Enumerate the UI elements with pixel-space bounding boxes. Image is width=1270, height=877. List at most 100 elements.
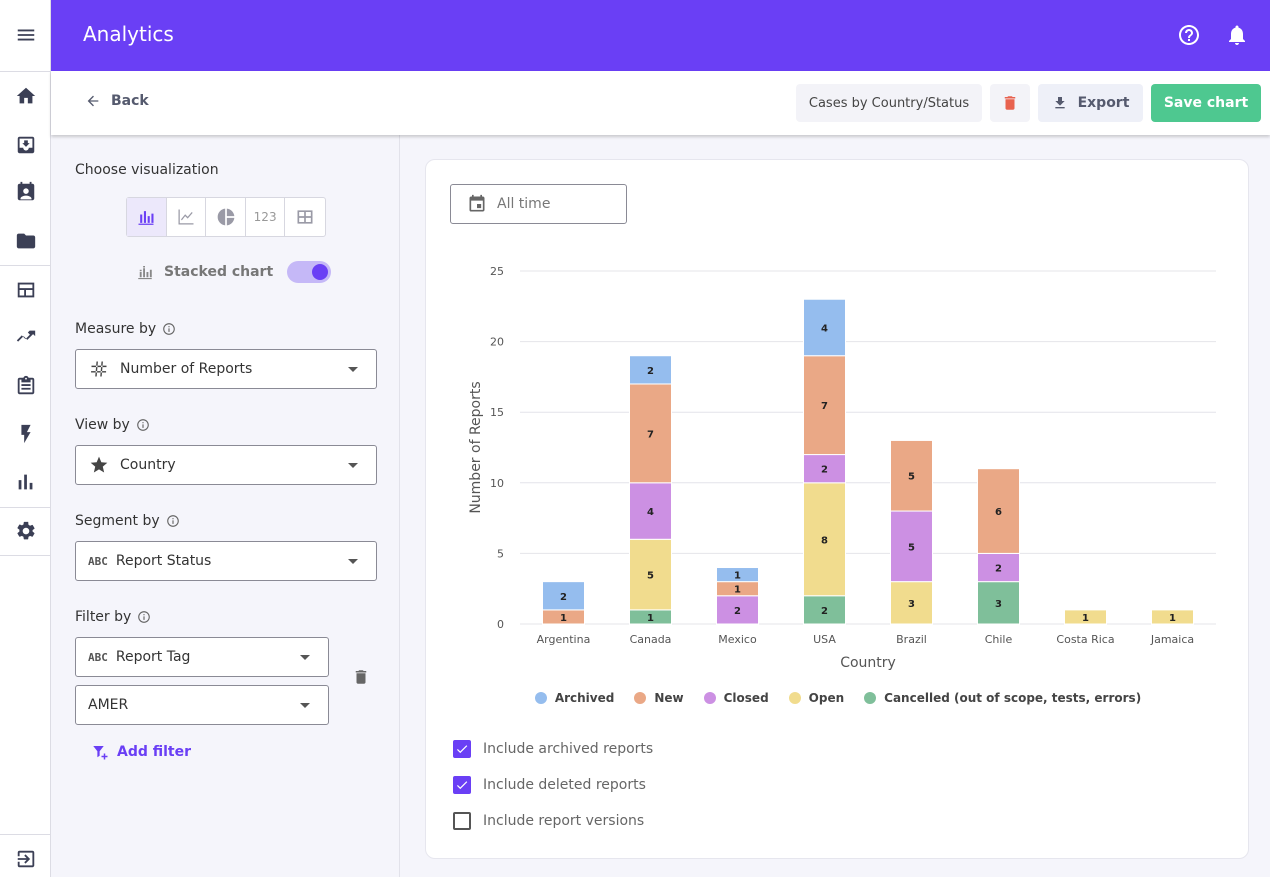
workflow-icon[interactable] — [0, 314, 51, 362]
hash-icon — [88, 358, 110, 380]
viz-table-button[interactable] — [285, 198, 325, 236]
caret-down-icon — [348, 367, 358, 372]
data-label: 6 — [995, 507, 1002, 518]
segment-by-text: Segment by — [75, 513, 160, 529]
viz-bar-button[interactable] — [127, 198, 167, 236]
data-label: 1 — [647, 613, 654, 624]
visualization-picker: 123 — [126, 197, 326, 237]
inbox-icon[interactable] — [0, 121, 51, 169]
stacked-chart-toggle[interactable] — [287, 261, 332, 283]
dashboard-icon[interactable] — [0, 266, 51, 314]
legend-item[interactable]: New — [634, 691, 684, 705]
data-label: 2 — [995, 564, 1002, 575]
back-button[interactable]: Back — [85, 93, 149, 109]
date-range-button[interactable]: All time — [450, 184, 627, 224]
add-filter-button[interactable]: Add filter — [91, 743, 191, 761]
legend-swatch — [534, 692, 547, 704]
bar-segment — [629, 383, 672, 484]
abc-icon: ABC — [88, 650, 108, 664]
export-label: Export — [1077, 95, 1130, 111]
include-versions-checkbox-row[interactable]: Include report versions — [453, 812, 644, 830]
data-label: 2 — [560, 592, 567, 603]
bar-segment — [803, 595, 846, 625]
bar-segment — [890, 510, 933, 583]
bar-segment — [629, 355, 672, 385]
legend-item[interactable]: Closed — [703, 691, 769, 705]
data-label: 2 — [734, 606, 741, 617]
include-versions-checkbox[interactable] — [453, 812, 471, 830]
data-label: 1 — [560, 613, 567, 624]
rail-divider — [0, 265, 51, 266]
y-tick-label: 0 — [497, 618, 504, 631]
delete-chart-button[interactable] — [990, 84, 1030, 122]
chart-name-field[interactable]: Cases by Country/Status — [796, 84, 982, 122]
legend-item[interactable]: Open — [788, 691, 844, 705]
remove-filter-button[interactable] — [351, 666, 371, 688]
save-chart-button[interactable]: Save chart — [1151, 84, 1261, 122]
x-tick-label: Canada — [630, 633, 672, 646]
filter-value-select[interactable]: AMER — [75, 685, 329, 725]
chart-legend: Archived New Closed Open Cancelled (out of s… — [426, 691, 1250, 705]
home-icon[interactable] — [0, 72, 51, 120]
legend-item[interactable]: Cancelled (out of scope, tests, errors) — [864, 691, 1141, 705]
bar-segment — [890, 581, 933, 625]
measure-by-select[interactable]: Number of Reports — [75, 349, 377, 389]
viz-line-button[interactable] — [167, 198, 207, 236]
segment-by-select[interactable]: ABC Report Status — [75, 541, 377, 581]
table-icon — [297, 210, 313, 224]
data-label: 5 — [647, 571, 654, 582]
info-icon[interactable] — [162, 322, 176, 336]
include-deleted-checkbox-row[interactable]: Include deleted reports — [453, 776, 646, 794]
filter-add-icon — [93, 746, 108, 760]
x-tick-label: Argentina — [537, 633, 591, 646]
clipboard-icon[interactable] — [0, 362, 51, 410]
x-tick-label: USA — [813, 633, 836, 646]
flash-icon[interactable] — [0, 410, 51, 458]
app-title: Analytics — [83, 22, 174, 46]
info-icon[interactable] — [166, 514, 180, 528]
bar-segment — [542, 581, 585, 611]
legend-swatch — [864, 692, 877, 704]
download-icon — [1054, 97, 1065, 109]
filter-field-select[interactable]: ABC Report Tag — [75, 637, 329, 677]
include-archived-checkbox-row[interactable]: Include archived reports — [453, 740, 653, 758]
stacked-bars-icon — [138, 266, 152, 280]
gear-icon[interactable] — [0, 507, 51, 555]
include-deleted-checkbox[interactable] — [453, 776, 471, 794]
legend-label: Closed — [723, 691, 769, 705]
x-tick-label: Brazil — [896, 633, 927, 646]
rail-divider — [0, 71, 51, 72]
data-label: 1 — [734, 571, 741, 582]
include-archived-checkbox[interactable] — [453, 740, 471, 758]
measure-by-text: Measure by — [75, 321, 157, 337]
data-label: 7 — [821, 401, 828, 412]
calendar-icon — [469, 194, 485, 212]
data-label: 4 — [821, 323, 828, 334]
data-label: 4 — [647, 507, 654, 518]
caret-down-icon — [300, 655, 310, 660]
view-by-select[interactable]: Country — [75, 445, 377, 485]
bar-segment — [803, 454, 846, 484]
folder-icon[interactable] — [0, 217, 51, 265]
bar-segment — [716, 567, 759, 583]
info-icon[interactable] — [137, 610, 151, 624]
filter-field-value: Report Tag — [115, 649, 191, 665]
segment-by-value: Report Status — [115, 553, 212, 569]
info-icon[interactable] — [136, 418, 150, 432]
stacked-bar-chart: 051015202512Argentina15472Canada211Mexic… — [468, 265, 1216, 671]
legend-item[interactable]: Archived — [534, 691, 614, 705]
pie-chart-icon — [217, 208, 234, 226]
bell-icon[interactable] — [1224, 22, 1250, 48]
help-icon[interactable] — [1176, 22, 1202, 48]
analytics-icon[interactable] — [0, 458, 51, 506]
x-tick-label: Jamaica — [1150, 633, 1194, 646]
bar-segment — [803, 298, 846, 357]
export-button[interactable]: Export — [1038, 84, 1143, 122]
viz-number-button[interactable]: 123 — [246, 198, 286, 236]
calendar-person-icon[interactable] — [0, 168, 51, 216]
data-label: 5 — [908, 542, 915, 553]
menu-icon[interactable] — [0, 11, 51, 59]
logout-icon[interactable] — [0, 835, 51, 877]
toggle-knob — [312, 264, 329, 280]
viz-pie-button[interactable] — [206, 198, 246, 236]
